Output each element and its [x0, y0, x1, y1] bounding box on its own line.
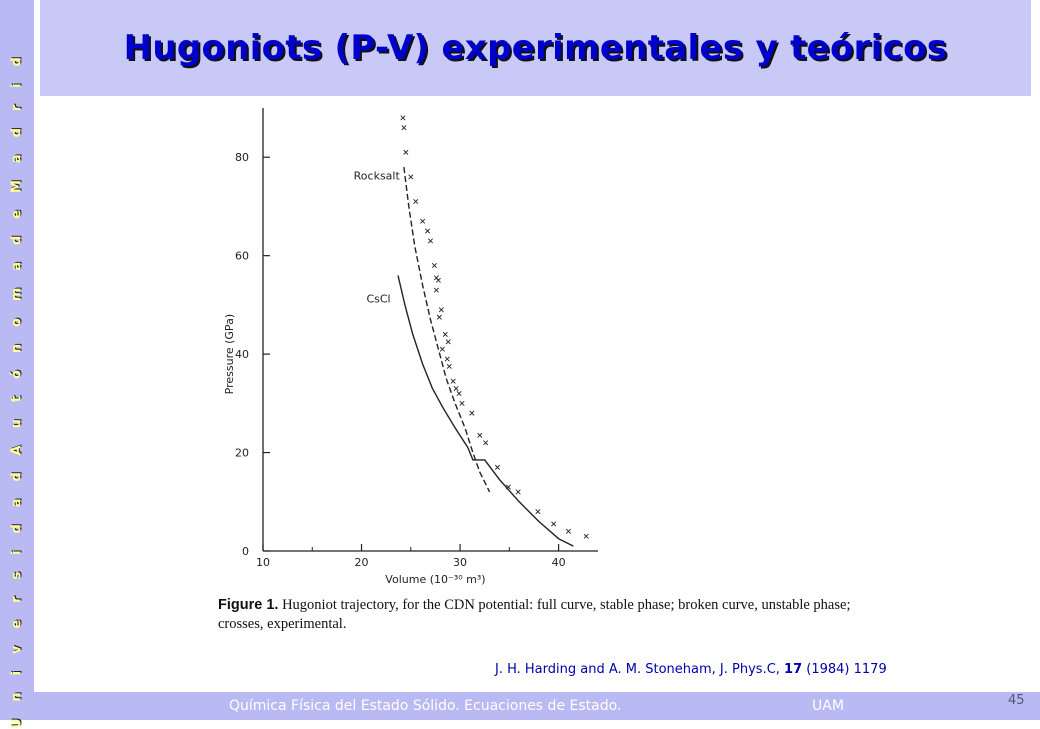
y-tick-label: 0: [242, 545, 249, 558]
reference-citation: J. H. Harding and A. M. Stoneham, J. Phy…: [495, 662, 887, 677]
caption-label: Figure 1.: [218, 597, 279, 613]
experimental-point: [431, 262, 437, 269]
experimental-point: [456, 390, 462, 397]
cscl-curve: [397, 275, 574, 547]
experimental-point: [459, 400, 465, 406]
hugoniot-chart: 10 20 30 40 0 20 40 60 80 Volume (10⁻³⁰ m³) Press…: [223, 108, 598, 586]
experimental-point: [450, 378, 456, 384]
figure-panel: 10 20 30 40 0 20 40 60 80 Volume (10⁻³⁰ m³) Press…: [188, 96, 854, 642]
y-tick-label: 60: [235, 250, 249, 263]
chart-labels: Volume (10⁻³⁰ m³) Pressure (GPa) Rocksalt C…: [223, 169, 486, 586]
experimental-point: [444, 356, 450, 362]
experimental-point: [551, 521, 557, 527]
y-axis-title: Pressure (GPa): [223, 314, 236, 394]
experimental-point: [469, 410, 475, 416]
experimental-point: [408, 174, 414, 180]
x-tick-label: 40: [552, 556, 566, 569]
y-tick-label: 80: [235, 151, 249, 164]
citation-authors: J. H. Harding and A. M. Stoneham, J. Phy…: [495, 662, 785, 677]
experimental-point: [477, 432, 483, 438]
experimental-point: [413, 199, 419, 205]
experimental-point: [565, 528, 571, 534]
experimental-point: [420, 218, 426, 224]
citation-volume: 17: [784, 662, 803, 677]
chart-axes: [262, 108, 598, 552]
university-name: U n i v e r s i d a d A u t ó n o m a d …: [9, 50, 25, 729]
experimental-point: [439, 346, 445, 352]
experimental-point: [436, 314, 442, 320]
experimental-point: [453, 386, 459, 392]
caption-text: Hugoniot trajectory, for the CDN potenti…: [218, 597, 851, 632]
experimental-point: [494, 464, 501, 470]
experimental-point: [400, 115, 406, 121]
x-tick-label: 20: [355, 556, 369, 569]
experimental-point: [425, 228, 431, 234]
x-axis-title: Volume (10⁻³⁰ m³): [385, 573, 485, 586]
experimental-point: [435, 277, 441, 283]
title-banner: Hugoniots (P-V) experimentales y teórico…: [40, 0, 1031, 96]
footer-bar: Química Física del Estado Sólido. Ecuaci…: [34, 692, 1040, 720]
rocksalt-curve: [403, 167, 491, 493]
experimental-point: [427, 238, 434, 244]
course-title: Química Física del Estado Sólido. Ecuaci…: [229, 698, 622, 714]
figure-caption: Figure 1. Hugoniot trajectory, for the C…: [218, 596, 858, 634]
experimental-point: [583, 533, 589, 539]
x-tick-label: 30: [453, 556, 467, 569]
experimental-point: [403, 149, 409, 155]
x-tick-label: 10: [256, 556, 270, 569]
chart-series: [397, 115, 589, 547]
citation-pages: (1984) 1179: [802, 662, 887, 677]
experimental-point: [535, 509, 541, 515]
experimental-point: [438, 307, 444, 313]
university-sidebar: U n i v e r s i d a d A u t ó n o m a d …: [0, 0, 34, 729]
y-tick-label: 40: [235, 348, 249, 361]
y-tick-label: 20: [235, 447, 249, 460]
experimental-point: [442, 331, 448, 337]
experimental-point: [446, 363, 452, 369]
experimental-point: [515, 489, 521, 495]
experimental-point: [401, 125, 407, 131]
slide-title: Hugoniots (P-V) experimentales y teórico…: [123, 28, 948, 68]
page-number: 45: [1008, 693, 1025, 708]
curve-annotation: CsCl: [366, 292, 390, 305]
experimental-point: [483, 440, 489, 446]
experimental-point: [433, 287, 439, 293]
experimental-point: [445, 339, 451, 345]
chart-ticks: 10 20 30 40 0 20 40 60 80: [235, 151, 566, 569]
institution-label: UAM: [812, 698, 844, 714]
curve-annotation: Rocksalt: [354, 169, 401, 182]
experimental-point: [505, 484, 511, 490]
